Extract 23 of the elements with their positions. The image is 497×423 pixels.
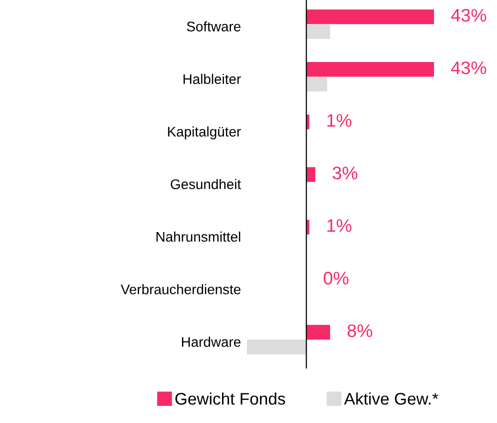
y-tick-label: Kapitalgüter <box>168 126 241 140</box>
data-label: 3% <box>332 166 358 180</box>
bar <box>306 76 328 92</box>
bar <box>306 24 330 39</box>
y-tick-label: Hardware <box>182 336 240 347</box>
data-label: 8% <box>348 324 372 338</box>
bar <box>306 62 434 77</box>
data-label: 43% <box>451 61 486 74</box>
y-tick-label: Software <box>186 21 240 32</box>
legend-label: Gewicht Fonds <box>175 392 286 405</box>
legend-label: Aktive Gew.* <box>344 392 438 405</box>
bar <box>306 167 316 182</box>
data-label: 1% <box>327 219 352 232</box>
y-tick-label: Verbraucherdienste <box>120 284 240 294</box>
bar <box>247 340 306 354</box>
y-tick-label: Nahrunsmittel <box>156 232 240 242</box>
y-tick-label: Halbleiter <box>184 74 241 84</box>
bar <box>306 324 330 340</box>
y-tick-label: Gesundheit <box>170 178 241 190</box>
bar <box>306 9 434 24</box>
data-label: 1% <box>327 114 352 127</box>
data-label: 0% <box>324 272 348 285</box>
data-label: 43% <box>451 8 486 22</box>
